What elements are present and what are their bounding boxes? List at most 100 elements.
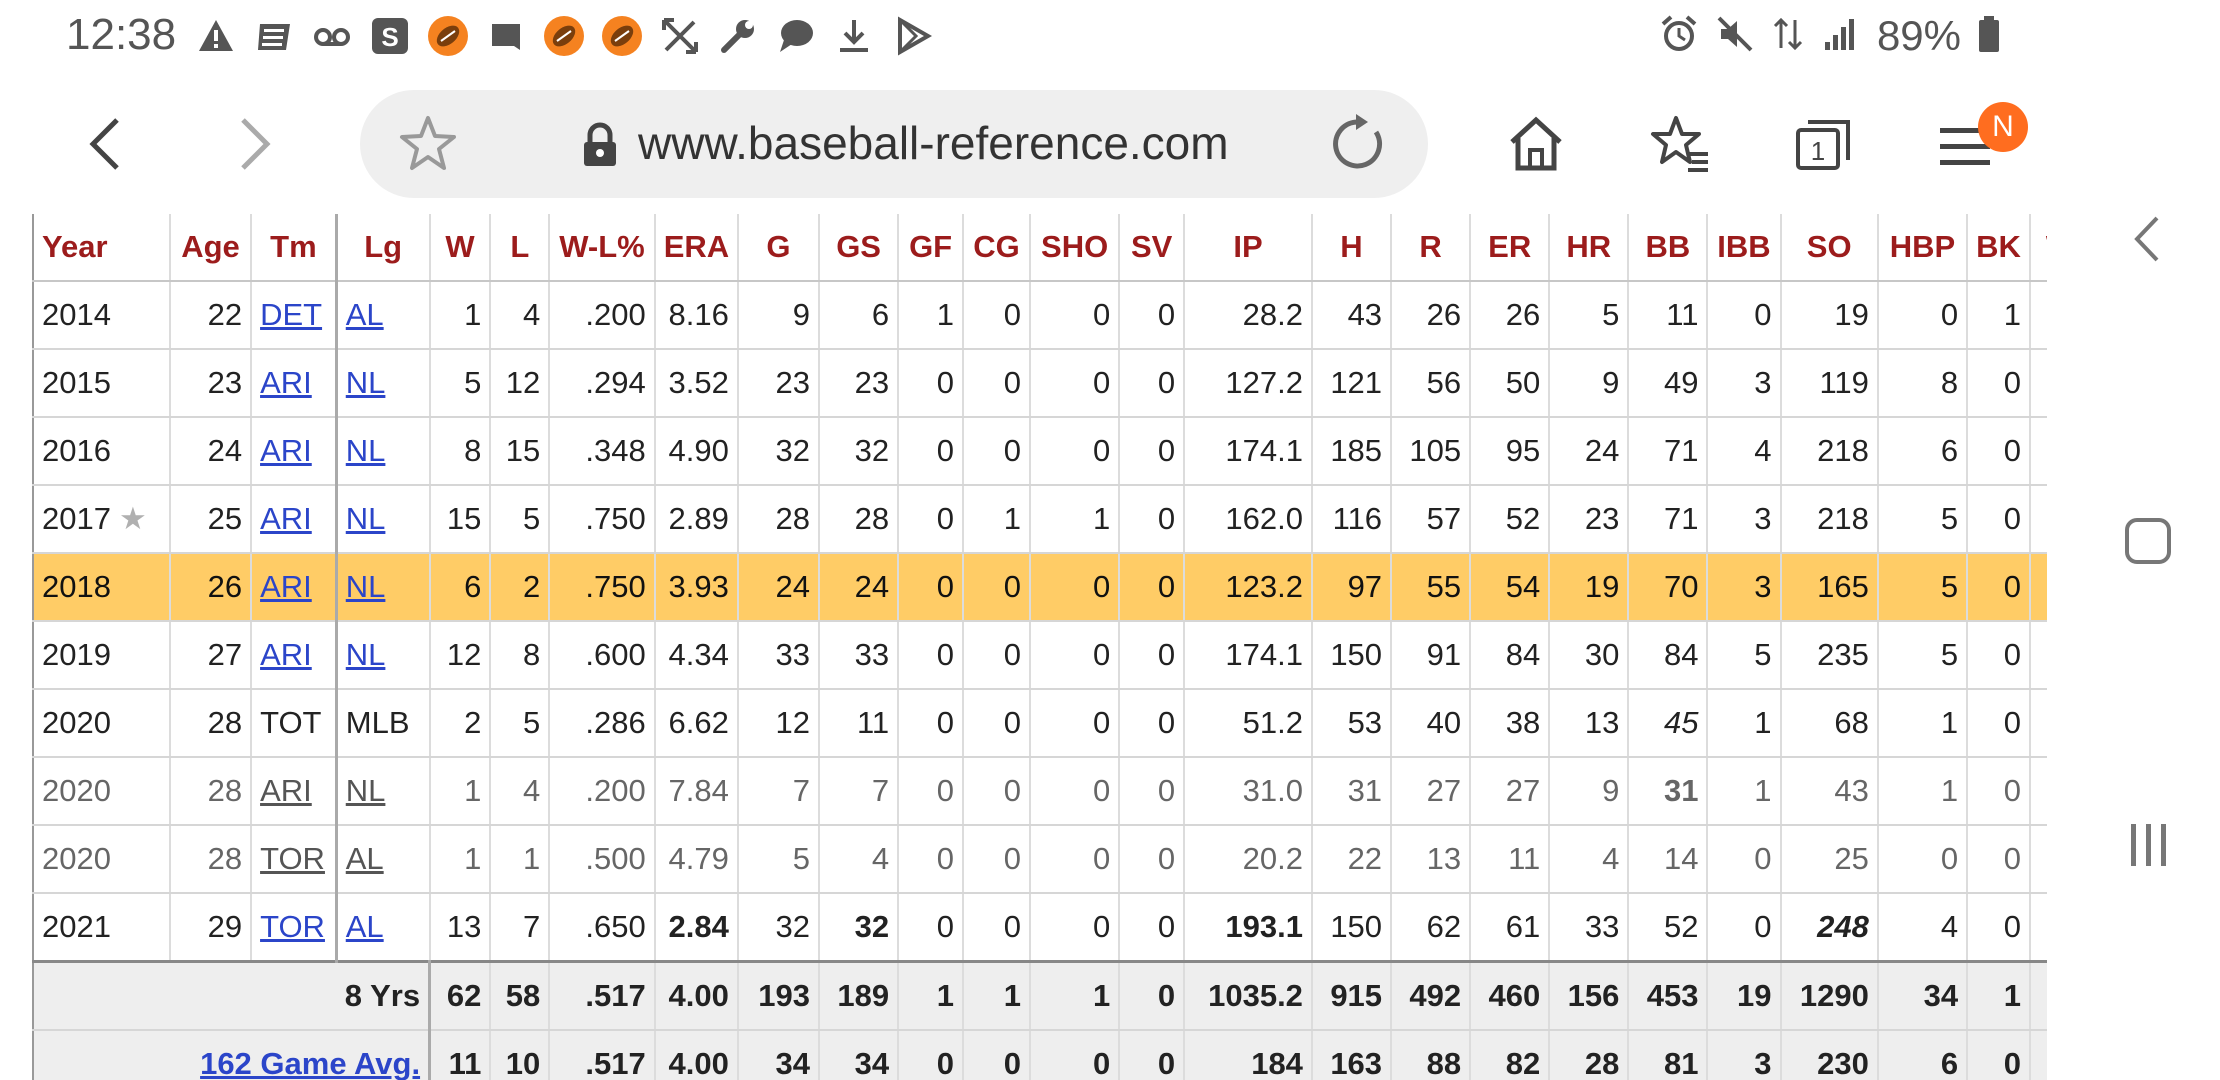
column-header[interactable]: CG: [963, 214, 1031, 282]
address-bar[interactable]: www.baseball-reference.com: [360, 90, 1428, 198]
column-header[interactable]: W-L%: [549, 214, 656, 282]
cell-so: 68: [1780, 689, 1879, 758]
cell-w: 13: [429, 893, 492, 963]
totals-label[interactable]: 162 Game Avg.: [32, 1030, 432, 1080]
column-header[interactable]: SV: [1119, 214, 1186, 282]
total-hr: 28: [1549, 1030, 1630, 1080]
cell-team[interactable]: TOR: [251, 893, 338, 963]
nav-recents-button[interactable]: [2127, 820, 2171, 875]
cell-w-extra: [2029, 689, 2047, 758]
column-header[interactable]: G: [737, 214, 821, 282]
bookmarks-button[interactable]: [1640, 104, 1720, 184]
url-text[interactable]: www.baseball-reference.com: [638, 117, 1229, 169]
league-link[interactable]: NL: [345, 773, 386, 808]
cell-team[interactable]: ARI: [251, 485, 338, 554]
nav-back-button[interactable]: [2127, 214, 2167, 269]
cell-er: 26: [1470, 281, 1551, 350]
cell-league[interactable]: NL: [336, 553, 431, 622]
tabs-button[interactable]: 1: [1784, 104, 1864, 184]
cell-team[interactable]: ARI: [251, 621, 338, 690]
column-header[interactable]: L: [490, 214, 551, 282]
league-link[interactable]: AL: [345, 297, 384, 332]
column-header[interactable]: ERA: [654, 214, 739, 282]
cell-year: 2014: [32, 281, 171, 350]
forward-button[interactable]: [212, 104, 292, 184]
back-button[interactable]: [68, 104, 148, 184]
column-header[interactable]: ER: [1470, 214, 1551, 282]
team-link[interactable]: ARI: [260, 433, 312, 468]
league-link[interactable]: NL: [345, 433, 386, 468]
cell-league[interactable]: NL: [336, 349, 431, 418]
cell-league[interactable]: AL: [336, 281, 431, 350]
cell-league[interactable]: AL: [336, 825, 431, 894]
cell-league[interactable]: NL: [336, 621, 431, 690]
home-button[interactable]: [1496, 104, 1576, 184]
league-link[interactable]: NL: [345, 365, 386, 400]
cell-gs: 33: [819, 621, 900, 690]
league-link[interactable]: NL: [345, 501, 386, 536]
league-link[interactable]: NL: [345, 569, 386, 604]
cell-league[interactable]: NL: [336, 485, 431, 554]
menu-button[interactable]: [1928, 104, 2008, 184]
cell-bb: 52: [1628, 893, 1709, 963]
cell-sho: 0: [1029, 553, 1121, 622]
cell-hr: 30: [1549, 621, 1630, 690]
cell-wlp: .200: [549, 281, 656, 350]
cell-team[interactable]: ARI: [251, 417, 338, 486]
cell-league[interactable]: AL: [336, 893, 431, 963]
cell-team[interactable]: ARI: [251, 349, 338, 418]
column-header[interactable]: H: [1311, 214, 1393, 282]
team-link[interactable]: ARI: [260, 773, 312, 808]
column-header[interactable]: SO: [1780, 214, 1879, 282]
team-link[interactable]: ARI: [260, 501, 312, 536]
cell-wlp: .650: [549, 893, 656, 963]
totals-row: 8 Yrs 62 58.517 4.00 193 189 1 1 1 0 1035.2 915 492 4…: [32, 960, 2047, 1031]
team-link[interactable]: TOR: [260, 841, 325, 876]
column-header[interactable]: W: [2029, 214, 2047, 282]
column-header[interactable]: IP: [1184, 214, 1313, 282]
cell-hbp: 0: [1877, 281, 1969, 350]
reload-icon[interactable]: [1326, 112, 1390, 181]
bookmark-star-icon[interactable]: [396, 112, 460, 181]
column-header[interactable]: Year: [32, 214, 171, 282]
column-header[interactable]: W: [429, 214, 492, 282]
cell-era: 4.34: [654, 621, 739, 690]
total-er: 460: [1470, 960, 1551, 1031]
cell-era: 3.93: [654, 553, 739, 622]
team-link[interactable]: ARI: [260, 569, 312, 604]
cell-so: 218: [1780, 417, 1879, 486]
league-link[interactable]: AL: [345, 909, 384, 944]
column-header[interactable]: HBP: [1877, 214, 1969, 282]
cell-team[interactable]: ARI: [251, 757, 338, 826]
column-header[interactable]: GS: [819, 214, 900, 282]
column-header[interactable]: SHO: [1029, 214, 1121, 282]
league-link[interactable]: NL: [345, 637, 386, 672]
cell-team[interactable]: TOR: [251, 825, 338, 894]
total-w-extra: 4: [2029, 960, 2047, 1031]
team-link[interactable]: DET: [260, 297, 323, 332]
cell-league[interactable]: NL: [336, 417, 431, 486]
team-link[interactable]: ARI: [260, 365, 312, 400]
column-header[interactable]: GF: [898, 214, 965, 282]
column-header[interactable]: HR: [1549, 214, 1630, 282]
cell-bk: 0: [1967, 553, 2031, 622]
league-link[interactable]: AL: [345, 841, 384, 876]
nav-home-button[interactable]: [2123, 516, 2173, 571]
column-header[interactable]: Lg: [336, 214, 431, 282]
game-avg-link[interactable]: 162 Game Avg.: [200, 1046, 421, 1080]
cell-league[interactable]: NL: [336, 757, 431, 826]
year-value: 2019: [42, 637, 111, 672]
column-header[interactable]: Tm: [251, 214, 338, 282]
column-header[interactable]: BB: [1628, 214, 1709, 282]
column-header[interactable]: R: [1391, 214, 1472, 282]
column-header[interactable]: BK: [1967, 214, 2031, 282]
column-header[interactable]: IBB: [1707, 214, 1782, 282]
cell-team[interactable]: ARI: [251, 553, 338, 622]
team-link[interactable]: ARI: [260, 637, 312, 672]
team-link[interactable]: TOR: [260, 909, 325, 944]
cell-cg: 1: [963, 485, 1031, 554]
column-header[interactable]: Age: [169, 214, 253, 282]
cell-team[interactable]: DET: [251, 281, 338, 350]
cell-gf: 0: [898, 757, 965, 826]
cell-bk: 0: [1967, 349, 2031, 418]
